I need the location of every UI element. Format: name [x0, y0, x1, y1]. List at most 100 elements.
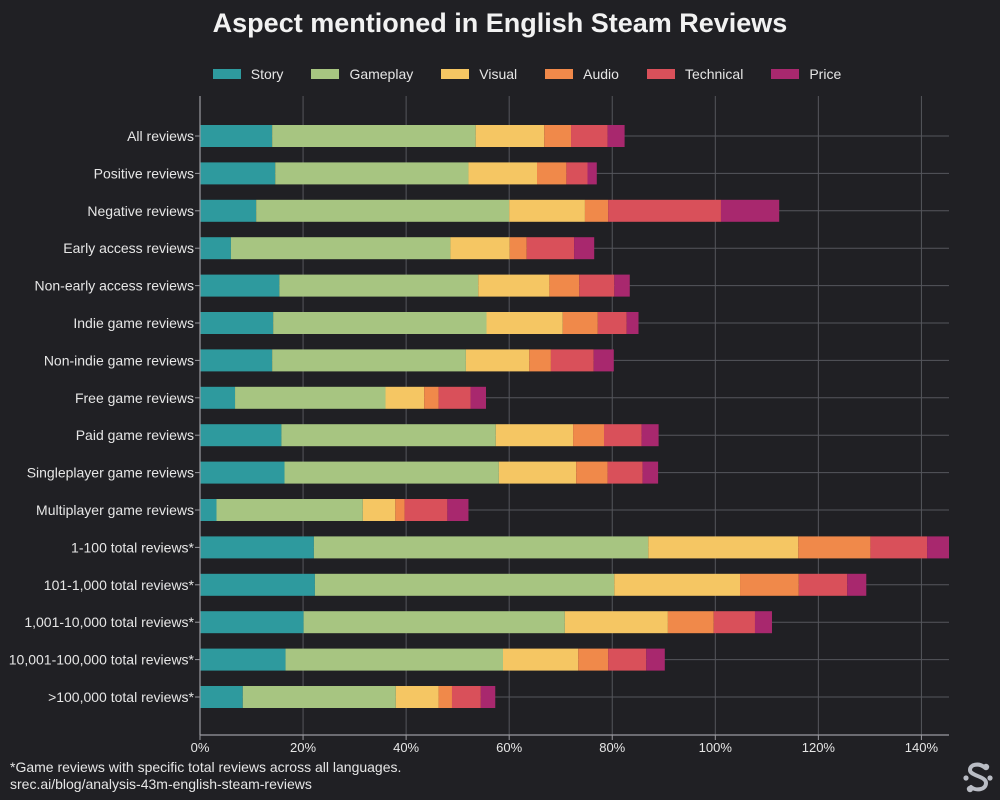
bar-gameplay — [272, 125, 476, 147]
bar-audio — [576, 461, 608, 484]
legend-item-story: Story — [212, 66, 284, 82]
bar-visual — [450, 237, 510, 260]
bar-technical — [526, 237, 575, 260]
bar-audio — [424, 386, 439, 409]
bar-technical — [713, 611, 755, 634]
legend-item-price: Price — [771, 66, 841, 82]
bar-price — [642, 461, 659, 484]
bar-price — [626, 312, 639, 334]
legend-swatch — [646, 69, 675, 79]
legend-label: Story — [250, 66, 284, 82]
category-label: Indie game reviews — [73, 315, 194, 331]
category-label: 101-1,000 total reviews* — [44, 577, 195, 593]
legend-label: Price — [809, 66, 842, 82]
bar-visual — [465, 349, 530, 372]
category-label: Non-early access reviews — [35, 278, 195, 294]
legend-label: Visual — [479, 66, 518, 82]
bar-story — [200, 349, 273, 372]
bar-price — [641, 424, 659, 447]
category-label: Negative reviews — [87, 203, 194, 219]
bar-audio — [549, 274, 580, 297]
category-label: Early access reviews — [63, 240, 194, 256]
bar-audio — [529, 349, 551, 372]
bar-technical — [404, 499, 448, 521]
bar-visual — [486, 312, 563, 334]
bar-story — [200, 199, 257, 222]
bar-gameplay — [303, 611, 565, 634]
bar-gameplay — [242, 686, 396, 708]
bar-audio — [578, 648, 609, 671]
bar-gameplay — [272, 349, 466, 372]
bar-story — [200, 573, 315, 596]
bar-audio — [798, 536, 871, 559]
bar-technical — [603, 424, 642, 447]
x-tick-label: 100% — [699, 740, 733, 755]
category-label: Non-indie game reviews — [44, 352, 194, 368]
bar-technical — [607, 461, 643, 484]
x-tick-label: 120% — [802, 740, 836, 755]
legend-item-technical: Technical — [646, 66, 744, 82]
legend-swatch — [545, 69, 574, 79]
bar-story — [200, 274, 280, 297]
footnote-note: *Game reviews with specific total review… — [10, 759, 402, 775]
bar-story — [200, 686, 243, 708]
bar-visual — [509, 199, 585, 222]
bar-audio — [438, 686, 452, 708]
category-label: >100,000 total reviews* — [48, 689, 194, 705]
bar-gameplay — [285, 648, 503, 671]
bar-story — [200, 162, 276, 185]
bar-technical — [451, 686, 481, 708]
legend-label: Technical — [684, 66, 744, 82]
bar-story — [200, 237, 231, 260]
bar-gameplay — [256, 199, 510, 222]
bar-audio — [562, 312, 598, 334]
x-tick-label: 140% — [905, 740, 939, 755]
bar-story — [200, 536, 314, 559]
bar-visual — [564, 611, 668, 634]
bar-story — [200, 386, 236, 409]
bar-gameplay — [273, 312, 487, 334]
bar-story — [200, 125, 273, 147]
bar-technical — [597, 312, 627, 334]
bar-visual — [498, 461, 577, 484]
bar-visual — [614, 573, 741, 596]
bar-technical — [870, 536, 928, 559]
legend-item-audio: Audio — [545, 66, 619, 82]
category-label: Positive reviews — [94, 165, 194, 181]
bar-story — [200, 461, 285, 484]
bar-story — [200, 499, 217, 521]
bar-visual — [475, 125, 545, 147]
bar-price — [574, 237, 595, 260]
bar-story — [200, 648, 286, 671]
bar-gameplay — [279, 274, 479, 297]
bar-visual — [495, 424, 574, 447]
x-tick-label: 60% — [496, 740, 522, 755]
x-tick-label: 20% — [290, 740, 316, 755]
bar-visual — [648, 536, 799, 559]
bar-technical — [550, 349, 594, 372]
bar-visual — [468, 162, 538, 185]
bar-price — [646, 648, 665, 671]
bar-visual — [502, 648, 579, 671]
category-label: 10,001-100,000 total reviews* — [9, 652, 195, 668]
legend-swatch — [441, 69, 470, 79]
bar-technical — [579, 274, 615, 297]
bar-price — [587, 162, 597, 185]
legend-label: Audio — [583, 66, 619, 82]
bar-gameplay — [284, 461, 499, 484]
bar-gameplay — [314, 573, 615, 596]
category-label: All reviews — [127, 128, 194, 144]
legend-swatch — [311, 69, 340, 79]
bar-gameplay — [230, 237, 451, 260]
legend-item-gameplay: Gameplay — [311, 66, 413, 82]
bar-audio — [584, 199, 609, 222]
bar-price — [593, 349, 614, 372]
category-label: 1-100 total reviews* — [71, 539, 195, 555]
bar-visual — [385, 386, 425, 409]
bar-price — [927, 536, 949, 559]
bar-audio — [740, 573, 799, 596]
srec-logo-icon — [963, 762, 993, 793]
bar-visual — [362, 499, 396, 521]
bar-audio — [667, 611, 714, 634]
